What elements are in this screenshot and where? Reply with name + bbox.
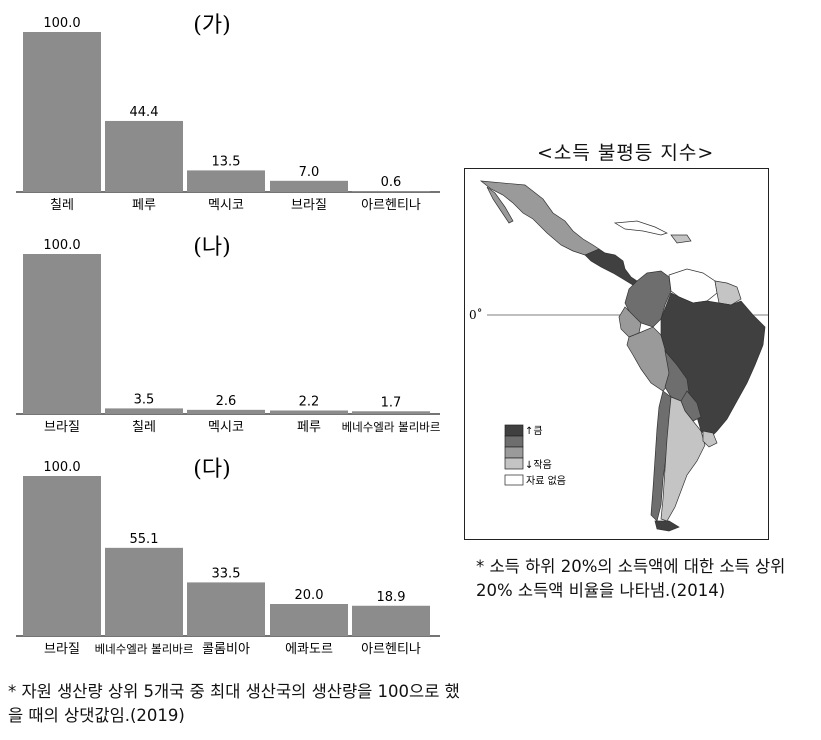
- chart-2-bar-1: [23, 254, 101, 414]
- region-guianas: [714, 280, 742, 306]
- chart-3-category-5: 아르헨티나: [361, 642, 421, 657]
- region-venezuela: [668, 268, 718, 304]
- chart-1-value-label-3: 13.5: [212, 154, 241, 169]
- map-legend: ↑큼 ↓작음 자료 없음: [504, 424, 566, 487]
- chart-1-bar-3: [187, 170, 265, 192]
- chart-2-bar-5: [352, 411, 430, 414]
- chart-1-category-2: 페루: [132, 198, 156, 213]
- legend-high-label: ↑큼: [525, 425, 543, 437]
- chart-3-bar-4: [270, 604, 348, 636]
- chart-2-value-label-2: 3.5: [134, 392, 155, 407]
- chart-3-category-3: 콜롬비아: [202, 642, 250, 657]
- chart-3-category-1: 브라질: [44, 642, 80, 657]
- chart-2-bar-3: [187, 409, 265, 414]
- chart-1-category-3: 멕시코: [208, 198, 244, 213]
- legend-swatch-1: [504, 424, 524, 437]
- chart-3-title: (다): [193, 457, 230, 482]
- region-baja: [486, 186, 514, 224]
- chart-3-value-label-3: 33.5: [212, 566, 241, 581]
- chart-2-category-1: 브라질: [44, 420, 80, 435]
- chart-2-bar-2: [105, 408, 183, 414]
- chart-2-title: (나): [193, 235, 230, 260]
- chart-1-category-1: 칠레: [50, 198, 74, 213]
- legend-nodata-label: 자료 없음: [526, 474, 566, 487]
- region-central-america: [584, 248, 638, 286]
- chart-3-bar-1: [23, 476, 101, 636]
- chart-3-category-4: 에콰도르: [285, 642, 333, 657]
- chart-3-category-2: 베네수엘라 볼리바르: [95, 642, 194, 656]
- region-tierra-del-fuego: [654, 520, 680, 532]
- latin-america-map: 0˚: [469, 180, 768, 532]
- left-footnote: * 자원 생산량 상위 5개국 중 최대 생산국의 생산량을 100으로 했을 …: [8, 682, 460, 725]
- legend-swatch-2: [504, 435, 524, 448]
- chart-2-value-label-4: 2.2: [299, 394, 320, 409]
- chart-1-title: (가): [193, 13, 230, 38]
- region-mexico: [479, 180, 600, 258]
- equator-label: 0˚: [469, 307, 483, 322]
- region-cuba: [613, 220, 668, 236]
- chart-1-bar-4: [270, 180, 348, 192]
- map-footnote: * 소득 하위 20%의 소득액에 대한 소득 상위 20% 소득액 비율을 나…: [476, 557, 786, 600]
- chart-1-category-4: 브라질: [291, 198, 327, 213]
- chart-2-category-4: 페루: [297, 420, 321, 435]
- legend-swatch-4: [504, 457, 524, 470]
- chart-1-value-label-2: 44.4: [130, 105, 159, 120]
- chart-3-value-label-4: 20.0: [295, 588, 324, 603]
- legend-swatch-3: [504, 446, 524, 459]
- chart-3-value-label-2: 55.1: [130, 532, 159, 547]
- chart-2-category-2: 칠레: [132, 420, 156, 435]
- chart-1-bar-2: [105, 120, 183, 192]
- chart-2-bar-4: [270, 410, 348, 414]
- chart-2-value-label-5: 1.7: [381, 395, 402, 410]
- chart-1-bar-1: [23, 32, 101, 192]
- chart-1-value-label-5: 0.6: [381, 175, 402, 190]
- resource-bar-charts: (가) 100.0 칠레 44.4 페루 13.5 멕시코 7.0 브라질 0.6 아르헨티나 (나)…: [16, 13, 441, 657]
- chart-3-value-label-5: 18.9: [377, 590, 406, 605]
- region-hispaniola: [670, 234, 692, 244]
- income-inequality-map: 0˚: [464, 168, 769, 540]
- chart-1-bar-5: [352, 191, 430, 192]
- chart-1-value-label-1: 100.0: [43, 16, 80, 31]
- chart-1-category-5: 아르헨티나: [361, 198, 421, 213]
- chart-3-value-label-1: 100.0: [43, 460, 80, 475]
- chart-2-category-3: 멕시코: [208, 420, 244, 435]
- chart-2-value-label-1: 100.0: [43, 238, 80, 253]
- chart-2-category-5: 베네수엘라 볼리바르: [342, 420, 441, 434]
- chart-2-value-label-3: 2.6: [216, 394, 237, 409]
- chart-3-bar-5: [352, 605, 430, 636]
- region-argentina: [660, 396, 706, 522]
- chart-1-value-label-4: 7.0: [299, 165, 320, 180]
- map-title: <소득 불평등 지수>: [537, 142, 715, 164]
- legend-swatch-nodata: [504, 474, 524, 486]
- region-uruguay: [702, 430, 718, 448]
- legend-low-label: ↓작음: [525, 459, 552, 471]
- chart-3-bar-3: [187, 582, 265, 636]
- chart-3-bar-2: [105, 547, 183, 636]
